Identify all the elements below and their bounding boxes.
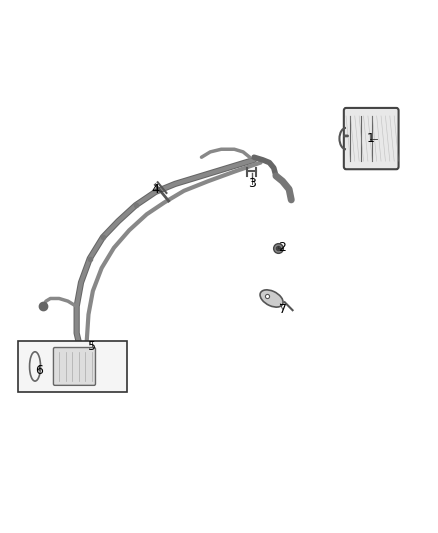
Text: 7: 7 (279, 303, 286, 316)
Text: 3: 3 (248, 177, 256, 190)
FancyBboxPatch shape (53, 348, 95, 385)
Text: 4: 4 (152, 183, 159, 196)
FancyBboxPatch shape (18, 341, 127, 392)
Text: 2: 2 (279, 241, 286, 254)
Ellipse shape (260, 290, 283, 307)
Text: 1: 1 (366, 132, 374, 145)
Text: 5: 5 (88, 340, 96, 353)
FancyBboxPatch shape (344, 108, 399, 169)
Text: 6: 6 (35, 364, 43, 377)
